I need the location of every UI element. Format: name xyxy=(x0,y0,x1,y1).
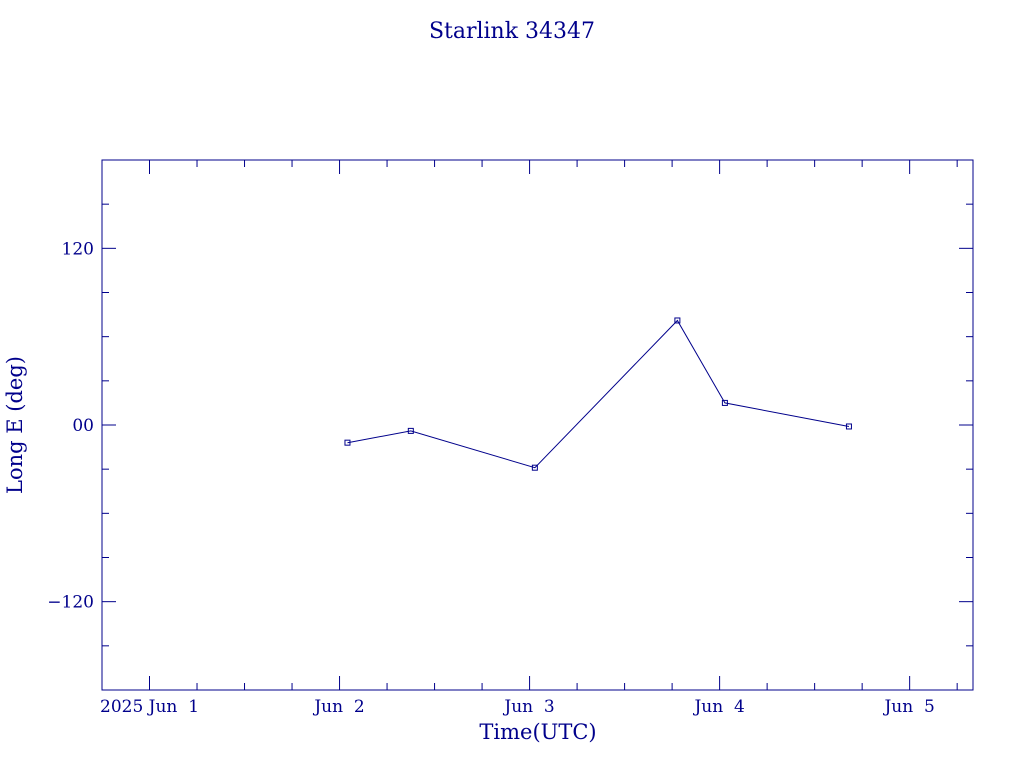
data-point-marker xyxy=(845,423,852,430)
x-tick-label: Jun 5 xyxy=(882,697,934,717)
series-markers xyxy=(344,317,852,471)
data-point-marker xyxy=(407,427,414,434)
y-tick-label: −120 xyxy=(47,593,94,613)
y-tick-label: 00 xyxy=(72,416,94,436)
x-tick-label: Jun 4 xyxy=(692,697,744,717)
series-line xyxy=(347,319,849,469)
x-axis-ticks xyxy=(101,160,958,690)
chart-title: Starlink 34347 xyxy=(429,19,595,44)
data-point-marker xyxy=(531,464,538,471)
x-axis-tick-labels: 2025 Jun 1 Jun 2 Jun 3 Jun 4 Jun 5 xyxy=(100,697,935,717)
y-axis-tick-labels: 120 00 −120 xyxy=(47,239,94,612)
y-tick-label: 120 xyxy=(62,239,94,259)
data-point-marker xyxy=(721,399,728,406)
x-axis-label: Time(UTC) xyxy=(479,720,596,744)
y-axis-ticks xyxy=(102,203,973,647)
x-tick-label: Jun 3 xyxy=(502,697,554,717)
data-point-marker xyxy=(674,317,681,324)
data-point-marker xyxy=(344,439,351,446)
y-axis-label: Long E (deg) xyxy=(3,356,27,494)
x-tick-label: 2025 Jun 1 xyxy=(100,697,199,717)
x-tick-label: Jun 2 xyxy=(312,697,364,717)
